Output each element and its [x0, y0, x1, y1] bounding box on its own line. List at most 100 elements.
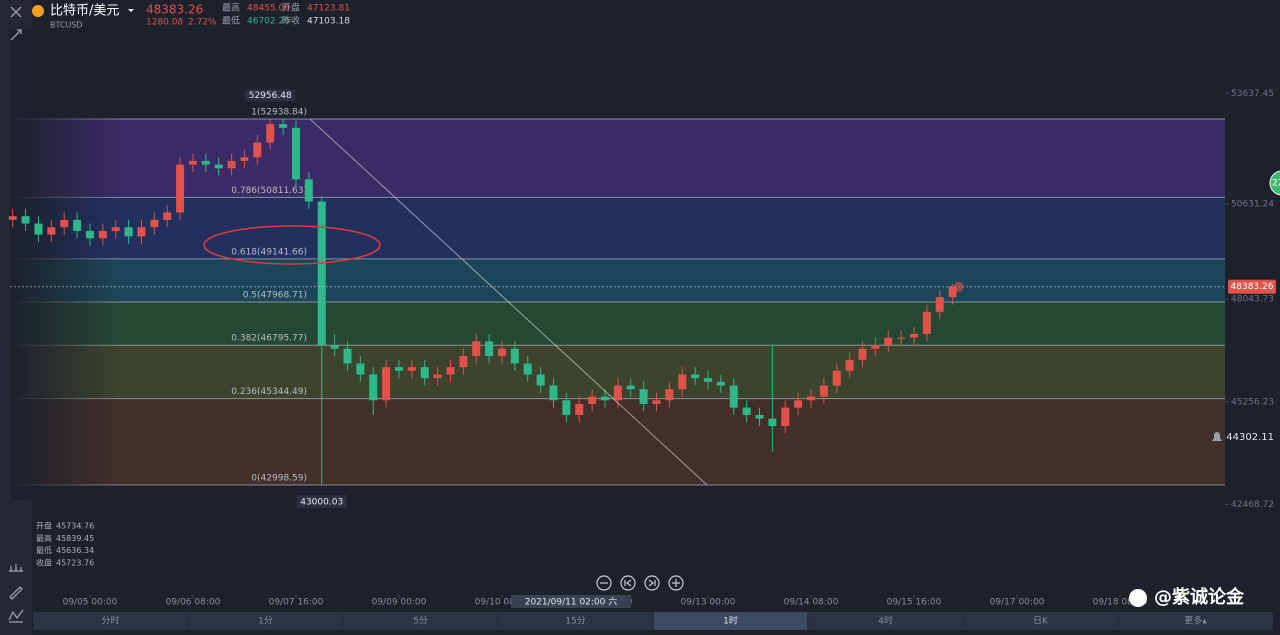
stat-value: 47123.81 [307, 4, 350, 14]
candle-body [420, 367, 429, 379]
candle-body [781, 407, 790, 427]
candle-body [34, 223, 43, 235]
timeframe-label[interactable]: 分时 [101, 615, 119, 627]
zoom-in-button[interactable] [668, 575, 684, 591]
candle-body [600, 396, 609, 401]
candle-body [304, 179, 313, 202]
candle-body [47, 227, 56, 235]
change-pct: 2.72% [188, 18, 217, 28]
coin-icon [32, 5, 44, 17]
timeframe-bar [33, 612, 1273, 630]
fib-label: 0.236(45344.49) [231, 387, 307, 397]
fib-label: 0.618(49141.66) [231, 247, 307, 257]
timeframe-button[interactable] [654, 612, 807, 630]
end-button[interactable] [644, 575, 660, 591]
stat-value: 47103.18 [307, 17, 350, 27]
candle-body [317, 201, 326, 346]
x-tick-label: 09/15 16:00 [887, 598, 942, 608]
x-tick-label: 09/09 00:00 [372, 598, 427, 608]
timeframe-button[interactable] [344, 612, 497, 630]
symbol-code: BTCUSD [50, 21, 83, 30]
candle-body [935, 297, 944, 312]
timeframe-label[interactable]: 更多▴ [1184, 615, 1207, 627]
candle-body [742, 407, 751, 415]
stat-label: 最高 [222, 2, 240, 14]
timeframe-button[interactable] [964, 612, 1117, 630]
candle-body [691, 374, 700, 379]
y-tick-label: 50631.24 [1231, 199, 1274, 209]
x-tick-label: 09/18 08:00 [1093, 598, 1148, 608]
timeframe-label[interactable]: 1时 [723, 615, 738, 627]
candle-body [433, 374, 442, 379]
candle-body [330, 345, 339, 349]
hover-value: 45636.34 [56, 546, 94, 555]
x-tick-label: 09/17 00:00 [990, 598, 1045, 608]
candle-body [407, 367, 416, 371]
watermark: @紫诚论金 [1129, 586, 1245, 608]
stat-value: 46702.26 [247, 17, 290, 27]
fib-label: 0.5(47968.71) [243, 291, 307, 301]
candle-body [382, 367, 391, 401]
x-tick-label: 09/05 00:00 [63, 598, 118, 608]
candle-body [755, 414, 764, 419]
candle-body [73, 219, 82, 231]
candle-body [485, 341, 494, 357]
timeframe-label[interactable]: 日K [1033, 616, 1049, 627]
candle-body [897, 337, 906, 339]
candle-body [188, 160, 197, 165]
last-price-label: 48383.26 [1231, 282, 1274, 292]
fib-label: 0.382(46795.77) [231, 334, 307, 344]
stat-label: 最低 [222, 15, 240, 27]
timeframe-button[interactable] [34, 612, 187, 630]
timeframe-label[interactable]: 4时 [878, 615, 893, 627]
candle-body [343, 348, 352, 364]
fib-band [10, 398, 1225, 485]
hover-label: 开盘 [36, 521, 52, 531]
candle-body [948, 286, 957, 298]
price: 48383.26 [146, 3, 203, 17]
candle-body [549, 385, 558, 401]
timeframe-label[interactable]: 1分 [258, 616, 273, 627]
close-icon[interactable] [10, 6, 22, 18]
timeframe-button[interactable] [809, 612, 962, 630]
candle-body [845, 359, 854, 371]
candle-body [98, 230, 107, 239]
timeframe-label[interactable]: 5分 [413, 616, 428, 627]
candle-body [626, 385, 635, 390]
highlight-ellipse [203, 225, 381, 265]
candle-body [214, 164, 223, 169]
candle-body [652, 400, 661, 404]
candle-body [459, 356, 468, 368]
candle-body [523, 363, 532, 375]
alert-bell[interactable] [1212, 432, 1222, 442]
candle-body [201, 160, 210, 165]
candle-body [253, 142, 262, 158]
candle-body [8, 216, 17, 220]
candle-body [588, 396, 597, 404]
candle-body [613, 385, 622, 401]
symbol-dropdown[interactable] [128, 9, 134, 12]
stat-label: 昨收 [282, 15, 300, 27]
chart-icon[interactable] [8, 609, 24, 623]
draw-icon[interactable] [9, 586, 23, 600]
hover-label: 最高 [36, 533, 52, 543]
start-button[interactable] [620, 575, 636, 591]
timeframe-button[interactable] [499, 612, 652, 630]
timeframe-button[interactable] [189, 612, 342, 630]
fib-band [10, 119, 1225, 198]
hover-value: 45734.76 [56, 522, 94, 531]
indicator-icon[interactable] [9, 564, 23, 572]
candle-body [575, 403, 584, 415]
timeframe-label[interactable]: 15分 [565, 616, 585, 627]
watermark-text: @紫诚论金 [1154, 586, 1245, 608]
candle-body [704, 378, 713, 382]
timeframe-button[interactable] [1119, 612, 1272, 630]
zoom-out-button[interactable] [596, 575, 612, 591]
band-fade [10, 30, 120, 500]
candle-body [716, 381, 725, 386]
candle-body [394, 367, 403, 371]
candle-body [227, 160, 236, 169]
symbol[interactable]: 比特币/美元 [50, 4, 119, 19]
expand-icon[interactable] [10, 29, 22, 41]
